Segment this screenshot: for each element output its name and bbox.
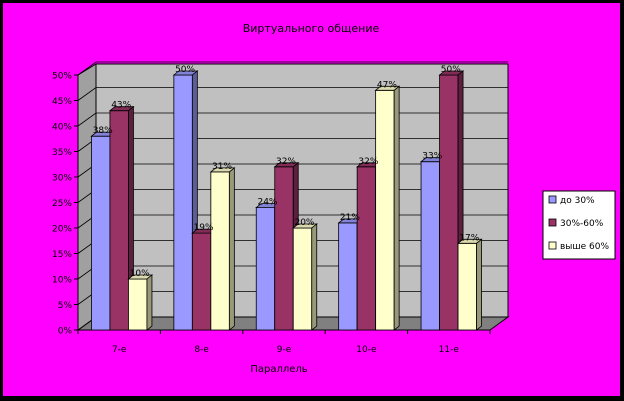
data-label: 21% [340, 213, 360, 223]
data-labels: 38% 43% 10% 50% 19% 31% 24% 32% 20% 21% 32% 47% 33% 5… [93, 65, 480, 279]
data-label: 32% [276, 157, 296, 167]
bar-front [173, 74, 193, 331]
bar [127, 274, 154, 331]
data-label: 19% [194, 223, 214, 233]
bar [438, 70, 465, 331]
bar [456, 238, 483, 331]
chart-svg: 0% 5% 10% 15% 20% 25% 30% 35% 40% 45% 50% 7-е 8-е 9-… [52, 22, 616, 375]
bars [90, 70, 483, 331]
legend-label: выше 60% [560, 242, 609, 252]
data-label: 43% [111, 101, 131, 111]
legend-swatch [548, 195, 557, 204]
chart-area: 0% 5% 10% 15% 20% 25% 30% 35% 40% 45% 50% 7-е 8-е 9-… [3, 3, 620, 396]
bar-front [274, 166, 294, 331]
y-tick-label: 25% [52, 199, 72, 209]
y-tick-label: 15% [52, 250, 72, 260]
bar-front [109, 110, 129, 331]
y-tick-label: 40% [52, 123, 72, 133]
y-tick-label: 20% [52, 225, 72, 235]
y-tick-label: 50% [52, 72, 72, 82]
bar [374, 85, 401, 331]
gridline [77, 87, 508, 101]
data-label: 50% [175, 65, 195, 75]
x-axis-title: Параллель [250, 364, 307, 375]
bar [108, 105, 135, 331]
bar-front [356, 166, 377, 331]
bar-front [191, 232, 212, 331]
y-axis-tick-labels: 0% 5% 10% 15% 20% 25% 30% 35% 40% 45% 50% [52, 72, 78, 337]
data-label: 38% [93, 126, 113, 136]
data-label: 20% [294, 218, 314, 228]
bar-front [91, 135, 111, 331]
data-label: 32% [358, 157, 378, 167]
x-tick-label: 8-е [194, 345, 209, 355]
data-label: 10% [130, 269, 150, 279]
data-label: 47% [377, 80, 397, 90]
x-tick-label: 10-е [356, 345, 377, 355]
legend-swatch [548, 241, 557, 250]
x-tick-label: 9-е [277, 345, 292, 355]
chart-title: Виртуального общение [243, 22, 380, 35]
data-label: 50% [441, 65, 461, 75]
legend-label: 30%-60% [560, 219, 604, 229]
data-label: 24% [257, 198, 277, 208]
bar-front [210, 171, 230, 331]
bar-side [311, 223, 318, 331]
bar-front [439, 74, 459, 331]
bar [209, 167, 236, 331]
x-tick-label: 11-е [439, 345, 460, 355]
bar-front [292, 227, 313, 331]
y-tick-label: 45% [52, 97, 72, 107]
bar-front [457, 242, 477, 331]
bar-side [146, 274, 153, 331]
bar-front [255, 207, 276, 331]
bar-side [476, 238, 482, 331]
y-tick-label: 0% [58, 327, 73, 337]
data-label: 31% [212, 162, 232, 172]
bar-side [393, 85, 400, 331]
data-label: 17% [459, 233, 479, 243]
bar [292, 223, 318, 331]
y-tick-label: 5% [58, 301, 73, 311]
gridline [77, 61, 508, 76]
y-tick-label: 10% [52, 276, 72, 286]
data-label: 33% [422, 152, 442, 162]
gridline [77, 112, 508, 127]
bar-front [128, 278, 148, 331]
y-tick-label: 30% [52, 174, 72, 184]
x-axis-tick-labels: 7-е 8-е 9-е 10-е 11-е [77, 330, 491, 355]
bar-front [338, 222, 358, 331]
bar-front [420, 161, 440, 331]
legend-swatch [548, 218, 557, 227]
legend-label: до 30% [560, 196, 595, 206]
x-tick-label: 7-е [112, 345, 127, 355]
legend: до 30% 30%-60% выше 60% [542, 190, 616, 260]
bar-front [375, 89, 395, 331]
y-tick-label: 35% [52, 148, 72, 158]
bar-side [228, 167, 235, 331]
